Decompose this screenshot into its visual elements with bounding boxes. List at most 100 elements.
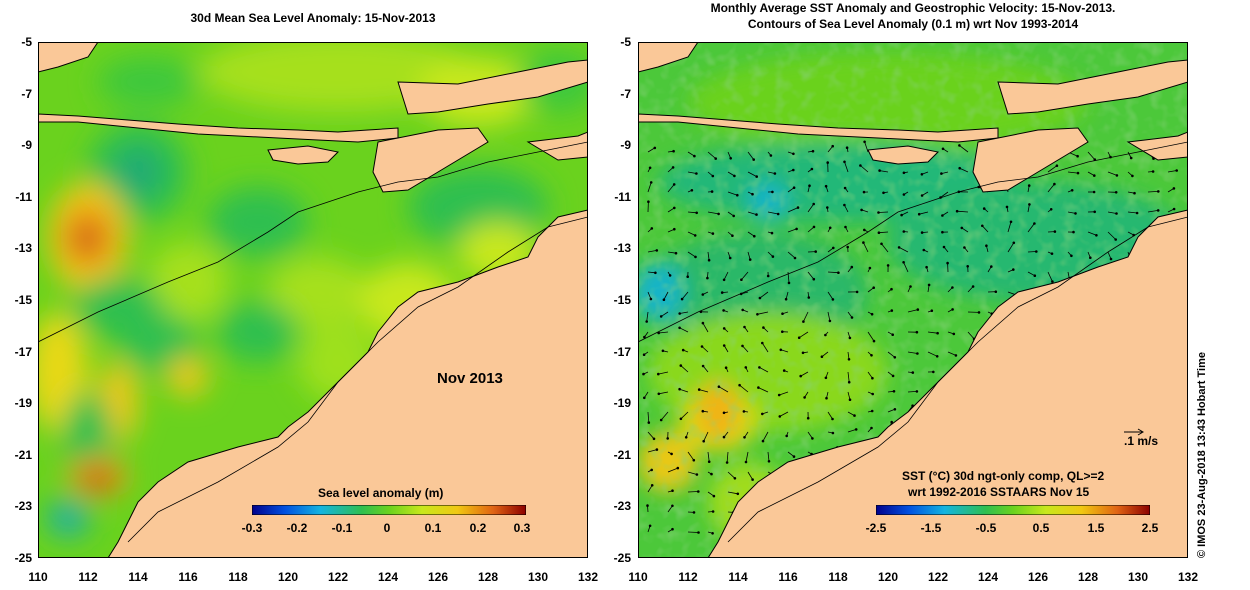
velocity-vector-head [670, 452, 673, 456]
velocity-vector [762, 431, 769, 442]
velocity-vector-head [824, 184, 828, 188]
velocity-vector-head [958, 166, 962, 170]
velocity-vector [844, 204, 849, 213]
velocity-vector [707, 151, 716, 159]
velocity-vector [982, 225, 989, 233]
velocity-vector [727, 491, 738, 495]
velocity-vector [907, 309, 918, 313]
velocity-vector-head [771, 190, 774, 194]
velocity-vector-head [812, 225, 816, 229]
left-colorbar-tick-1: -0.3 [241, 521, 263, 535]
velocity-vector [827, 311, 831, 321]
velocity-vector-head [643, 396, 646, 400]
velocity-vector-head [862, 190, 866, 194]
velocity-vector [860, 165, 869, 173]
velocity-vector-head [1028, 203, 1031, 206]
velocity-vector-head [863, 228, 866, 232]
velocity-scale-label: .1 m/s [1124, 434, 1159, 448]
velocity-vector-head [1009, 220, 1013, 224]
velocity-vector-head [891, 333, 895, 337]
velocity-vector [827, 271, 839, 274]
velocity-vector-head [859, 164, 862, 167]
velocity-vector-head [863, 140, 866, 144]
right-lat-tick: -11 [614, 190, 631, 204]
velocity-vector-head [860, 208, 863, 212]
velocity-vector [667, 467, 678, 473]
velocity-vector-head [877, 211, 880, 214]
velocity-vector-head [952, 332, 956, 336]
velocity-vector-head [792, 168, 795, 172]
velocity-vector-head [808, 184, 811, 188]
velocity-vector-head [870, 426, 873, 430]
velocity-vector [787, 228, 797, 233]
velocity-vector-head [872, 286, 876, 290]
right-lon-tick: 132 [1177, 570, 1199, 584]
left-lat-tick: -17 [14, 345, 32, 359]
velocity-vector-head [940, 172, 943, 175]
left-lat-tick: -5 [21, 35, 32, 49]
velocity-vector [827, 291, 834, 300]
velocity-vector [798, 331, 809, 339]
velocity-vector [745, 451, 749, 463]
velocity-vector-head [717, 212, 720, 216]
velocity-vector-head [963, 246, 966, 249]
velocity-vector-head [897, 246, 901, 249]
left-lat-tick: -21 [14, 448, 32, 462]
velocity-vector [927, 351, 938, 357]
velocity-vector-head [661, 349, 665, 353]
right-panel-title-line1: Monthly Average SST Anomaly and Geostrop… [710, 1, 1116, 15]
velocity-vector [647, 449, 658, 453]
velocity-vector-head [707, 460, 711, 464]
velocity-vector-head [652, 437, 656, 441]
velocity-vector-head [668, 274, 672, 277]
velocity-vector-head [917, 212, 921, 216]
right-lat-tick: -9 [620, 138, 631, 152]
velocity-vector-head [942, 245, 946, 249]
velocity-vector-head [927, 283, 931, 287]
right-lon-tick: 122 [927, 570, 949, 584]
velocity-vector-head [697, 531, 700, 534]
velocity-vector-head [911, 371, 915, 374]
velocity-vector-head [722, 278, 726, 282]
velocity-vector [957, 210, 969, 213]
velocity-vector-head [781, 330, 784, 334]
velocity-vector [646, 311, 649, 322]
velocity-vector [660, 311, 669, 317]
velocity-vector-head [792, 152, 795, 156]
velocity-vector-head [686, 275, 689, 279]
velocity-vector-head [782, 369, 786, 372]
velocity-vector [878, 211, 889, 213]
velocity-vector-head [784, 297, 788, 301]
velocity-vector-head [1050, 252, 1054, 256]
velocity-vector-head [684, 435, 688, 439]
velocity-vector-head [902, 261, 905, 264]
velocity-vector [879, 170, 889, 173]
velocity-vector-head [761, 341, 764, 345]
velocity-vector-head [736, 492, 740, 496]
velocity-vector [647, 431, 655, 440]
right-lon-tick: 114 [728, 570, 748, 584]
left-lon-tick: 126 [427, 570, 449, 584]
velocity-vector-head [758, 366, 761, 369]
velocity-vector-head [767, 459, 771, 463]
velocity-vector [807, 271, 815, 280]
velocity-vector-head [843, 186, 847, 190]
right-colorbar-tick-3: -0.5 [975, 521, 997, 535]
velocity-vector-head [671, 504, 674, 508]
velocity-vector-head [1093, 210, 1097, 214]
velocity-vector [1047, 165, 1058, 173]
velocity-vector-head [751, 192, 754, 196]
velocity-vector-head [882, 191, 885, 195]
velocity-vector-head [890, 420, 894, 424]
velocity-vector-head [649, 181, 653, 184]
velocity-vector [741, 271, 749, 280]
velocity-vector-head [741, 344, 744, 348]
velocity-vector-head [679, 417, 683, 421]
velocity-vector-head [1034, 250, 1038, 253]
velocity-vector-head [681, 348, 685, 352]
velocity-vector [667, 184, 675, 193]
velocity-vector-head [744, 460, 748, 464]
left-colorbar-tick-5: 0.1 [424, 521, 442, 535]
velocity-vector-head [909, 285, 912, 288]
velocity-vector-head [872, 339, 876, 343]
